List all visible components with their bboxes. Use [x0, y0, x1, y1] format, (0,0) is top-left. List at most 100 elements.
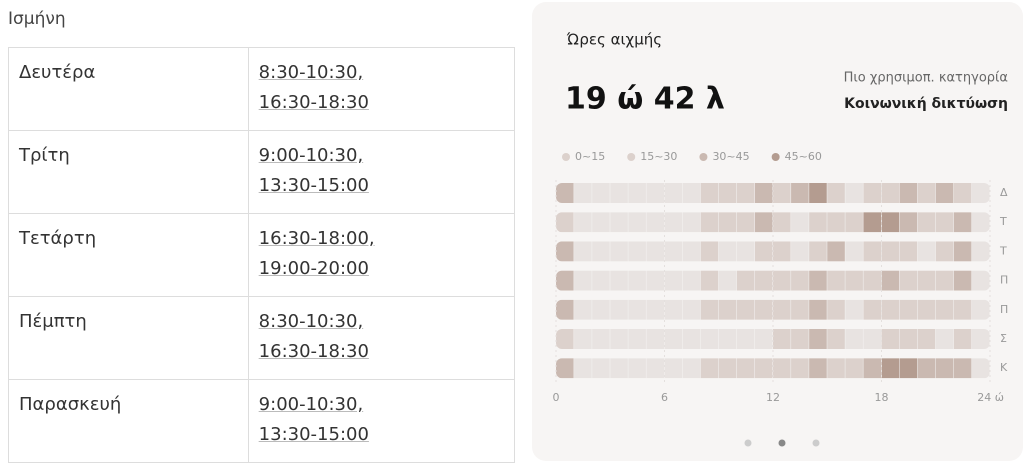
heat-cell: [610, 183, 628, 203]
heat-cell: [628, 358, 646, 379]
legend-swatch: [627, 153, 636, 161]
heat-cell: [845, 183, 863, 203]
times: 8:30-10:30, 16:30-18:30: [247, 296, 516, 380]
heat-cell: [736, 299, 755, 320]
heat-cell: [610, 299, 628, 320]
heat-cell: [935, 358, 954, 379]
heat-cell: [809, 358, 827, 379]
heat-cell: [899, 212, 918, 233]
heat-row: [556, 329, 990, 349]
heat-cell: [827, 270, 845, 291]
heat-cell: [556, 270, 574, 291]
heat-cell: [628, 212, 646, 233]
heat-cell: [628, 270, 646, 291]
category-label: Πιο χρησιμοπ. κατηγορία: [844, 71, 1008, 86]
heat-cell: [682, 270, 701, 291]
legend-label: 45~60: [785, 150, 822, 163]
day-label: Τ: [999, 244, 1007, 257]
heat-cell: [809, 183, 827, 203]
heat-cell: [971, 212, 990, 233]
heat-cell: [664, 183, 683, 203]
heat-cell: [899, 358, 918, 379]
heat-cell: [610, 270, 628, 291]
heat-cell: [592, 270, 610, 291]
heat-cell: [935, 270, 954, 291]
heat-cell: [664, 329, 683, 349]
heat-cell: [574, 212, 592, 233]
heat-cell: [664, 270, 683, 291]
heat-row: [556, 270, 990, 291]
total: 19 ώ 42 λ: [565, 82, 725, 117]
heat-cell: [971, 299, 990, 320]
heat-cell: [682, 358, 701, 379]
card-title: Ώρες αιχμής: [566, 31, 662, 49]
heat-cell: [863, 270, 881, 291]
times: 8:30-10:30, 16:30-18:30: [247, 47, 516, 131]
legend-label: 30~45: [712, 150, 749, 163]
heat-cell: [917, 329, 936, 349]
title: Ισμήνη: [8, 9, 66, 29]
row: Πέμπτη 8:30-10:30, 16:30-18:30: [8, 296, 516, 380]
category: Κοινωνική δικτύωση: [844, 96, 1008, 112]
heat-cell: [935, 212, 954, 233]
heat-cell: [556, 358, 574, 379]
heat-cell: [791, 241, 809, 262]
heat-cell: [953, 212, 972, 233]
heat-cell: [881, 358, 900, 379]
heat-cell: [628, 183, 646, 203]
heat-cell: [935, 299, 954, 320]
heat-cell: [592, 183, 610, 203]
heat-cell: [863, 299, 881, 320]
heat-row: [556, 358, 990, 379]
heat-cell: [754, 358, 773, 379]
heat-cell: [700, 241, 719, 262]
heat-cell: [592, 212, 610, 233]
heat-cell: [845, 358, 863, 379]
heat-cell: [736, 212, 755, 233]
day-label: Κ: [1000, 361, 1008, 374]
heat-cell: [574, 299, 592, 320]
heat-cell: [682, 299, 701, 320]
heat-cell: [953, 183, 972, 203]
heat-cell: [881, 183, 900, 203]
heat-cell: [773, 329, 791, 349]
heat-row: [556, 183, 990, 203]
heat-cell: [863, 241, 881, 262]
heat-cell: [827, 183, 845, 203]
heat-cell: [736, 241, 755, 262]
heat-cell: [809, 329, 827, 349]
heat-cell: [845, 329, 863, 349]
heat-cell: [917, 241, 936, 262]
row: Τρίτη 9:00-10:30, 13:30-15:00: [8, 130, 516, 214]
day: Παρασκευή: [8, 379, 249, 463]
time-range: 13:30-15:00: [258, 175, 369, 196]
heat-cell: [610, 329, 628, 349]
heat-cell: [971, 183, 990, 203]
heat-cell: [736, 358, 755, 379]
heat-cell: [574, 358, 592, 379]
heat-cell: [646, 212, 664, 233]
heat-cell: [700, 183, 719, 203]
heat-cell: [899, 183, 918, 203]
row: Δευτέρα 8:30-10:30, 16:30-18:30: [8, 47, 516, 131]
time-range: 9:00-10:30,: [258, 145, 364, 166]
time-range: 8:30-10:30,: [258, 62, 364, 83]
heat-cell: [592, 241, 610, 262]
day: Δευτέρα: [8, 47, 249, 131]
heat-cell: [863, 212, 881, 233]
time-range: 16:30-18:00,: [258, 228, 375, 249]
legend-label: 15~30: [640, 150, 677, 163]
heat-cell: [682, 329, 701, 349]
time-range: 13:30-15:00: [258, 424, 369, 445]
heat-cell: [971, 329, 990, 349]
heat-cell: [754, 299, 773, 320]
heat-cell: [574, 270, 592, 291]
heat-row: [556, 241, 990, 262]
page-dot: [744, 439, 752, 447]
heat-cell: [809, 212, 827, 233]
heat-cell: [628, 241, 646, 262]
schedule-table: Δευτέρα 8:30-10:30, 16:30-18:30 Τρίτη 9:00-1…: [8, 47, 516, 463]
heat-cell: [827, 299, 845, 320]
heat-cell: [754, 270, 773, 291]
heat-cell: [646, 183, 664, 203]
